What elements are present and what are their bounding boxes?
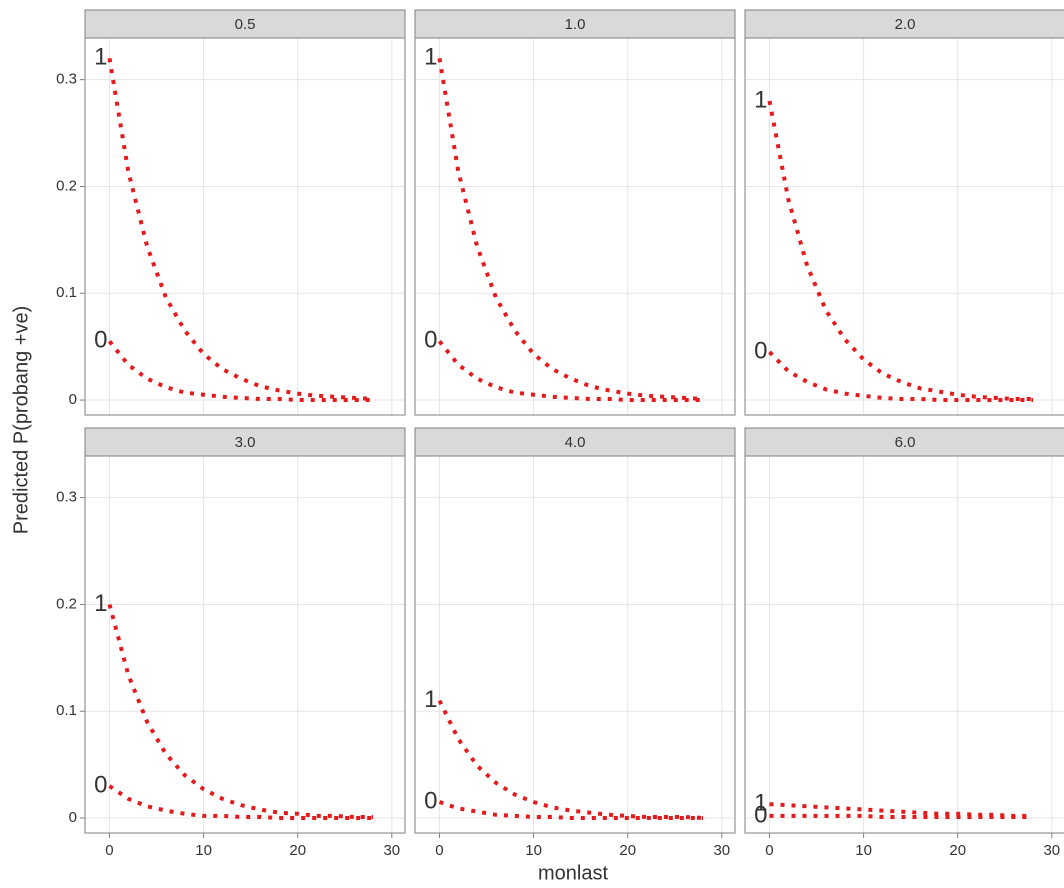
y-tick-label: 0.2 xyxy=(56,177,77,194)
panel-bg xyxy=(415,456,735,833)
x-tick-label: 20 xyxy=(949,842,966,859)
y-axis-label: Predicted P(probang +ve) xyxy=(10,306,32,534)
line-label: 1 xyxy=(424,686,437,713)
panel-border xyxy=(84,37,406,416)
line-label: 0 xyxy=(754,337,767,364)
x-tick-label: 20 xyxy=(289,842,306,859)
x-tick-label: 30 xyxy=(1043,842,1060,859)
panel-bg xyxy=(745,38,1064,415)
x-axis-label: monlast xyxy=(538,862,608,884)
line-label: 1 xyxy=(94,44,107,71)
data-line xyxy=(438,800,703,820)
strip xyxy=(744,427,1064,457)
x-tick-label: 0 xyxy=(105,842,113,859)
data-line xyxy=(107,603,373,819)
panel-border xyxy=(414,455,736,834)
x-tick-label: 30 xyxy=(713,842,730,859)
line-label: 0 xyxy=(424,327,437,354)
x-tick-label: 10 xyxy=(855,842,872,859)
x-tick-label: 10 xyxy=(525,842,542,859)
data-line xyxy=(768,350,1033,402)
panel-bg xyxy=(415,38,735,415)
panel-title: 1.0 xyxy=(565,16,586,33)
data-line xyxy=(107,57,374,401)
strip xyxy=(414,9,736,39)
y-tick-label: 0.1 xyxy=(56,284,77,301)
y-tick-label: 0 xyxy=(69,391,77,408)
y-tick-label: 0.2 xyxy=(56,595,77,612)
x-tick-label: 0 xyxy=(765,842,773,859)
line-label: 0 xyxy=(94,771,107,798)
panel-border xyxy=(744,37,1064,416)
panel-border xyxy=(84,455,406,834)
strip xyxy=(84,9,406,39)
line-label: 1 xyxy=(754,790,767,817)
line-label: 1 xyxy=(94,590,107,617)
line-label: 0 xyxy=(754,801,767,828)
strip xyxy=(744,9,1064,39)
x-tick-label: 20 xyxy=(619,842,636,859)
panel-border xyxy=(744,455,1064,834)
panel-title: 4.0 xyxy=(565,434,586,451)
panel-bg xyxy=(745,456,1064,833)
panel-title: 0.5 xyxy=(235,16,256,33)
y-tick-label: 0.1 xyxy=(56,702,77,719)
y-tick-label: 0.3 xyxy=(56,71,77,88)
line-label: 0 xyxy=(94,327,107,354)
x-tick-label: 30 xyxy=(383,842,400,859)
x-tick-label: 0 xyxy=(435,842,443,859)
strip xyxy=(414,427,736,457)
strip xyxy=(84,427,406,457)
panel-bg xyxy=(85,456,405,833)
data-line xyxy=(437,57,704,401)
line-label: 1 xyxy=(424,44,437,71)
line-label: 0 xyxy=(424,787,437,814)
line-label: 1 xyxy=(754,86,767,113)
panel-title: 2.0 xyxy=(895,16,916,33)
panel-title: 3.0 xyxy=(235,434,256,451)
panel-bg xyxy=(85,38,405,415)
x-tick-label: 10 xyxy=(195,842,212,859)
panel-border xyxy=(414,37,736,416)
y-tick-label: 0.3 xyxy=(56,489,77,506)
panel-title: 6.0 xyxy=(895,434,916,451)
y-tick-label: 0 xyxy=(69,809,77,826)
